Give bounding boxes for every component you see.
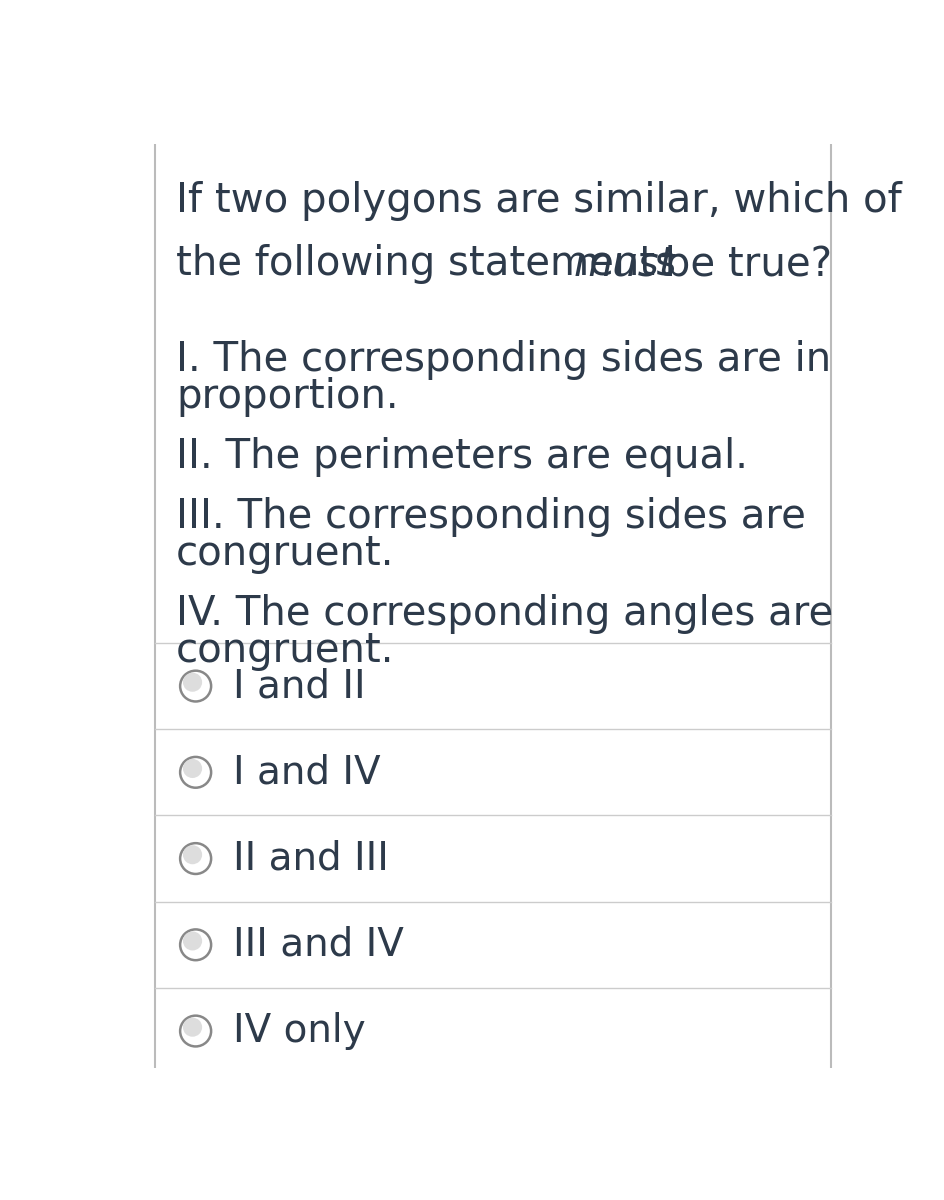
Circle shape [180, 930, 211, 960]
Text: III. The corresponding sides are: III. The corresponding sides are [177, 498, 805, 538]
Circle shape [183, 758, 202, 778]
Circle shape [183, 673, 202, 691]
Text: III and IV: III and IV [232, 926, 403, 964]
Text: If two polygons are similar, which of: If two polygons are similar, which of [177, 181, 901, 221]
Text: I and IV: I and IV [232, 754, 380, 791]
Circle shape [180, 1015, 211, 1046]
Text: congruent.: congruent. [177, 631, 395, 672]
Text: I and II: I and II [232, 667, 365, 706]
Text: proportion.: proportion. [177, 377, 398, 418]
Circle shape [183, 931, 202, 950]
Text: IV. The corresponding angles are: IV. The corresponding angles are [177, 594, 833, 635]
Circle shape [180, 757, 211, 787]
Circle shape [183, 1018, 202, 1037]
Text: must: must [573, 244, 674, 283]
Text: II and III: II and III [232, 840, 388, 877]
Text: II. The perimeters are equal.: II. The perimeters are equal. [177, 437, 748, 478]
Circle shape [180, 844, 211, 874]
Text: IV only: IV only [232, 1012, 365, 1050]
Circle shape [180, 671, 211, 702]
Text: congruent.: congruent. [177, 534, 395, 575]
Text: I. The corresponding sides are in: I. The corresponding sides are in [177, 341, 831, 380]
Circle shape [183, 845, 202, 864]
Text: the following statements: the following statements [177, 244, 688, 284]
Text: be true?: be true? [651, 244, 832, 284]
